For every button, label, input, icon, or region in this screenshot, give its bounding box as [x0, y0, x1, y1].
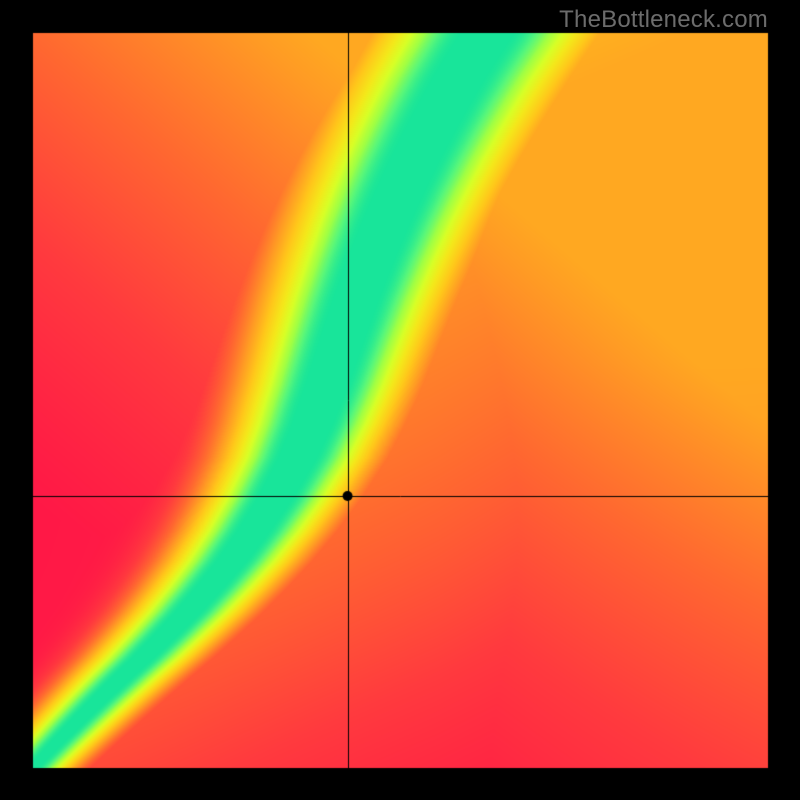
heatmap-canvas — [0, 0, 800, 800]
chart-container: TheBottleneck.com — [0, 0, 800, 800]
watermark-text: TheBottleneck.com — [559, 6, 768, 34]
